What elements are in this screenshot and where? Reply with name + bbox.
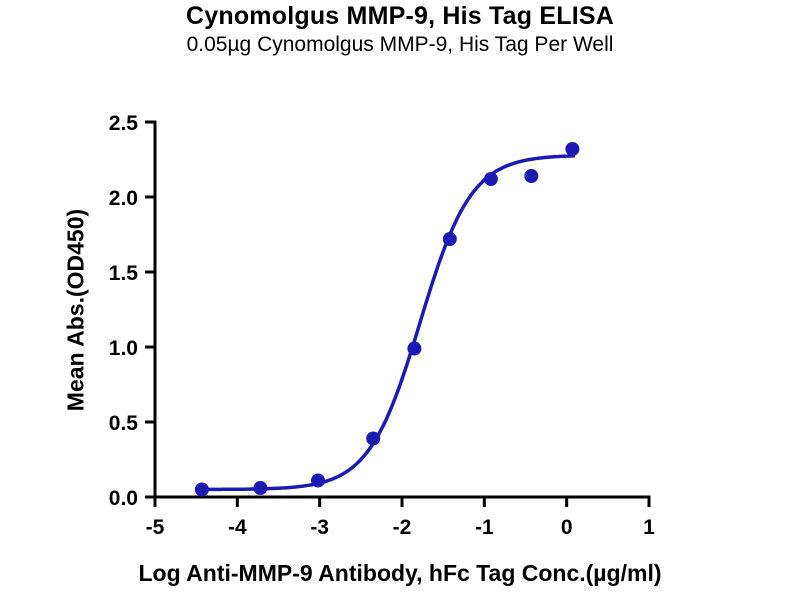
data-point-marker: [407, 341, 422, 356]
x-tick-label: -2: [393, 516, 412, 539]
x-tick-label: -1: [475, 516, 494, 539]
x-tick-label: -3: [310, 516, 329, 539]
y-tick-label: 1.0: [109, 337, 138, 360]
fit-curve: [201, 154, 575, 492]
data-point-marker: [442, 232, 457, 246]
chart-title: Cynomolgus MMP-9, His Tag ELISA: [186, 2, 614, 30]
data-point-marker: [366, 431, 381, 446]
y-tick-label: 1.5: [109, 262, 139, 285]
x-tick-label: -4: [228, 516, 247, 539]
data-point-marker: [311, 473, 325, 488]
data-point-marker: [194, 482, 209, 497]
y-tick-label: 2.0: [109, 187, 138, 210]
x-tick-label: -5: [146, 516, 165, 539]
data-point-marker: [483, 172, 498, 186]
y-tick-label: 2.5: [109, 112, 139, 135]
y-tick-label: 0.0: [109, 487, 138, 510]
data-point-marker: [524, 169, 539, 183]
data-point-marker: [253, 481, 268, 495]
y-tick-label: 0.5: [109, 412, 139, 435]
x-tick-label: 0: [561, 516, 573, 539]
x-axis-label: Log Anti-MMP-9 Antibody, hFc Tag Conc.(µ…: [138, 560, 662, 586]
x-tick-label: 1: [643, 516, 655, 539]
chart-subtitle: 0.05µg Cynomolgus MMP-9, His Tag Per Wel…: [186, 33, 614, 56]
data-point-marker: [565, 142, 580, 156]
